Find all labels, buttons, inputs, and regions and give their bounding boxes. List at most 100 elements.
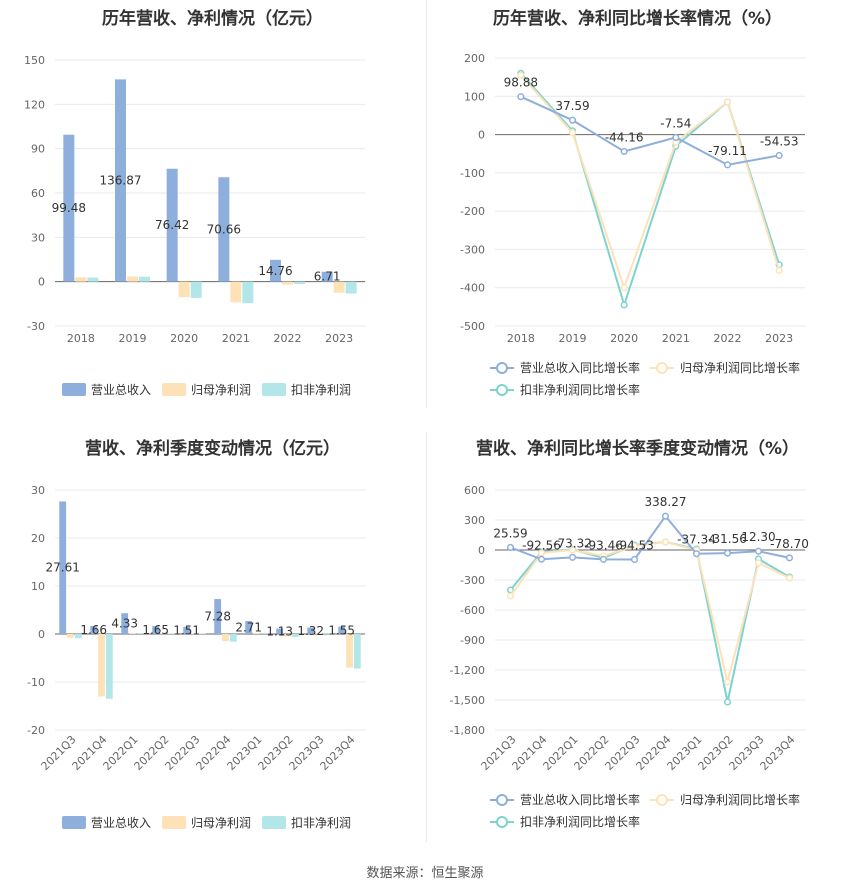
- y-tick-label: -1,200: [450, 664, 485, 677]
- legend-label: 归母净利润: [191, 383, 251, 397]
- legend-label: 扣非净利润: [291, 816, 351, 830]
- legend-marker: [496, 794, 508, 806]
- data-point: [537, 555, 546, 563]
- bar-revenue: [152, 626, 160, 634]
- data-source: 数据来源：恒生聚源: [366, 866, 484, 881]
- y-tick-label: 100: [464, 90, 485, 103]
- y-tick-label: -1,500: [450, 694, 485, 707]
- data-label: 2.71: [235, 620, 262, 634]
- bar-parent-net-profit: [67, 634, 74, 638]
- y-tick-label: 90: [31, 143, 45, 156]
- bar-deducted-net-profit: [229, 634, 237, 642]
- data-label: -37.34: [677, 533, 716, 547]
- y-tick-label: 20: [31, 532, 45, 545]
- legend-swatch: [62, 816, 86, 829]
- data-label: 99.48: [52, 201, 86, 215]
- legend-marker: [656, 794, 668, 806]
- bar-parent-net-profit: [160, 633, 167, 635]
- data-label: 136.87: [100, 174, 142, 188]
- data-label: -44.16: [605, 130, 644, 144]
- y-tick-label: 30: [31, 484, 45, 497]
- annual-bar-panel: 历年营收、净利情况（亿元） 150 120 90 60 30 0 -30 2018 2019 20…: [0, 0, 425, 430]
- x-tick-label: 2023: [765, 332, 793, 345]
- data-label: -31.56: [708, 532, 747, 546]
- bar-revenue: [166, 168, 178, 282]
- data-label: 4.33: [111, 617, 138, 631]
- bar-parent-net-profit: [230, 281, 242, 303]
- data-label: -7.54: [660, 116, 691, 130]
- y-tick-label: -1,800: [450, 724, 485, 737]
- series-line: [520, 95, 780, 166]
- annual-line-title: 历年营收、净利同比增长率情况（%）: [492, 9, 783, 29]
- top-divider: [426, 0, 427, 408]
- data-label: -54.53: [760, 134, 799, 148]
- bar-revenue: [276, 628, 284, 634]
- data-point: [630, 542, 639, 550]
- data-point: [723, 698, 732, 706]
- legend-label: 营业总收入同比增长率: [520, 360, 640, 375]
- data-point: [775, 151, 783, 159]
- bar-deducted-net-profit: [322, 633, 330, 634]
- data-point: [723, 161, 732, 169]
- data-label: 338.27: [645, 495, 687, 509]
- x-tick-label: 2023: [325, 332, 353, 345]
- bar-revenue: [270, 259, 281, 282]
- data-label: 1.65: [142, 623, 169, 637]
- quarter-bar-chart: 3020100-10-202021Q32021Q42022Q12022Q2202…: [27, 484, 365, 830]
- data-label: 14.76: [258, 264, 292, 278]
- bar-parent-net-profit: [333, 281, 345, 293]
- y-tick-label: 30: [31, 231, 45, 244]
- y-tick-label: 0: [38, 276, 45, 289]
- y-tick-label: 0: [478, 129, 485, 142]
- quarter-bar-panel: 营收、净利季度变动情况（亿元） 30 20 10 0 -10 -20 2021Q3 2021Q…: [0, 430, 425, 860]
- legend-label: 营业总收入: [91, 383, 151, 397]
- y-tick-label: 300: [464, 514, 485, 527]
- data-label: 7.28: [204, 610, 231, 624]
- data-point: [568, 553, 577, 561]
- y-tick-label: -600: [460, 604, 485, 617]
- legend-swatch: [162, 383, 186, 396]
- y-tick-label: -900: [460, 634, 485, 647]
- data-label: 6.71: [314, 270, 341, 284]
- bar-parent-net-profit: [75, 277, 87, 282]
- y-tick-label: -30: [27, 320, 45, 333]
- bar-deducted-net-profit: [353, 634, 361, 669]
- bar-deducted-net-profit: [105, 634, 113, 699]
- legend-label: 营业总收入同比增长率: [520, 792, 640, 807]
- bar-parent-net-profit: [127, 276, 138, 282]
- data-label: 27.61: [46, 561, 80, 575]
- bar-deducted-net-profit: [291, 634, 299, 637]
- x-tick-label: 2021: [222, 332, 250, 345]
- bar-parent-net-profit: [191, 633, 198, 635]
- bar-deducted-net-profit: [294, 281, 305, 284]
- bar-revenue: [307, 627, 315, 634]
- annual-bar-chart: 150 120 90 60 30 0 -30 2018 2019 2020 2021 2022 2023…: [24, 54, 365, 397]
- legend-marker: [656, 362, 668, 374]
- data-point: [620, 284, 628, 292]
- data-point: [620, 147, 628, 156]
- data-point: [723, 549, 732, 557]
- y-tick-label: -100: [460, 167, 485, 180]
- bar-deducted-net-profit: [136, 633, 144, 634]
- legend-label: 扣非净利润同比增长率: [520, 382, 640, 397]
- legend-swatch: [162, 816, 186, 829]
- y-tick-label: 150: [24, 54, 45, 67]
- data-label: -92.56: [522, 538, 561, 552]
- bar-revenue: [245, 620, 253, 634]
- bar-deducted-net-profit: [198, 633, 206, 635]
- series-line: [520, 74, 781, 291]
- data-label: 25.59: [493, 526, 527, 540]
- x-tick-label: 2018: [507, 332, 535, 345]
- legend-label: 扣非净利润: [291, 383, 351, 397]
- x-tick-label: 2019: [559, 332, 587, 345]
- legend-label: 归母净利润同比增长率: [680, 792, 800, 807]
- data-point: [692, 550, 701, 558]
- legend-marker: [496, 816, 508, 828]
- bar-revenue: [121, 613, 129, 634]
- legend-swatch: [262, 816, 286, 829]
- data-label: 1.51: [173, 623, 200, 637]
- data-label: 1.13: [266, 624, 293, 638]
- bar-parent-net-profit: [284, 634, 291, 637]
- bar-deducted-net-profit: [139, 276, 150, 282]
- y-tick-label: -200: [460, 205, 485, 218]
